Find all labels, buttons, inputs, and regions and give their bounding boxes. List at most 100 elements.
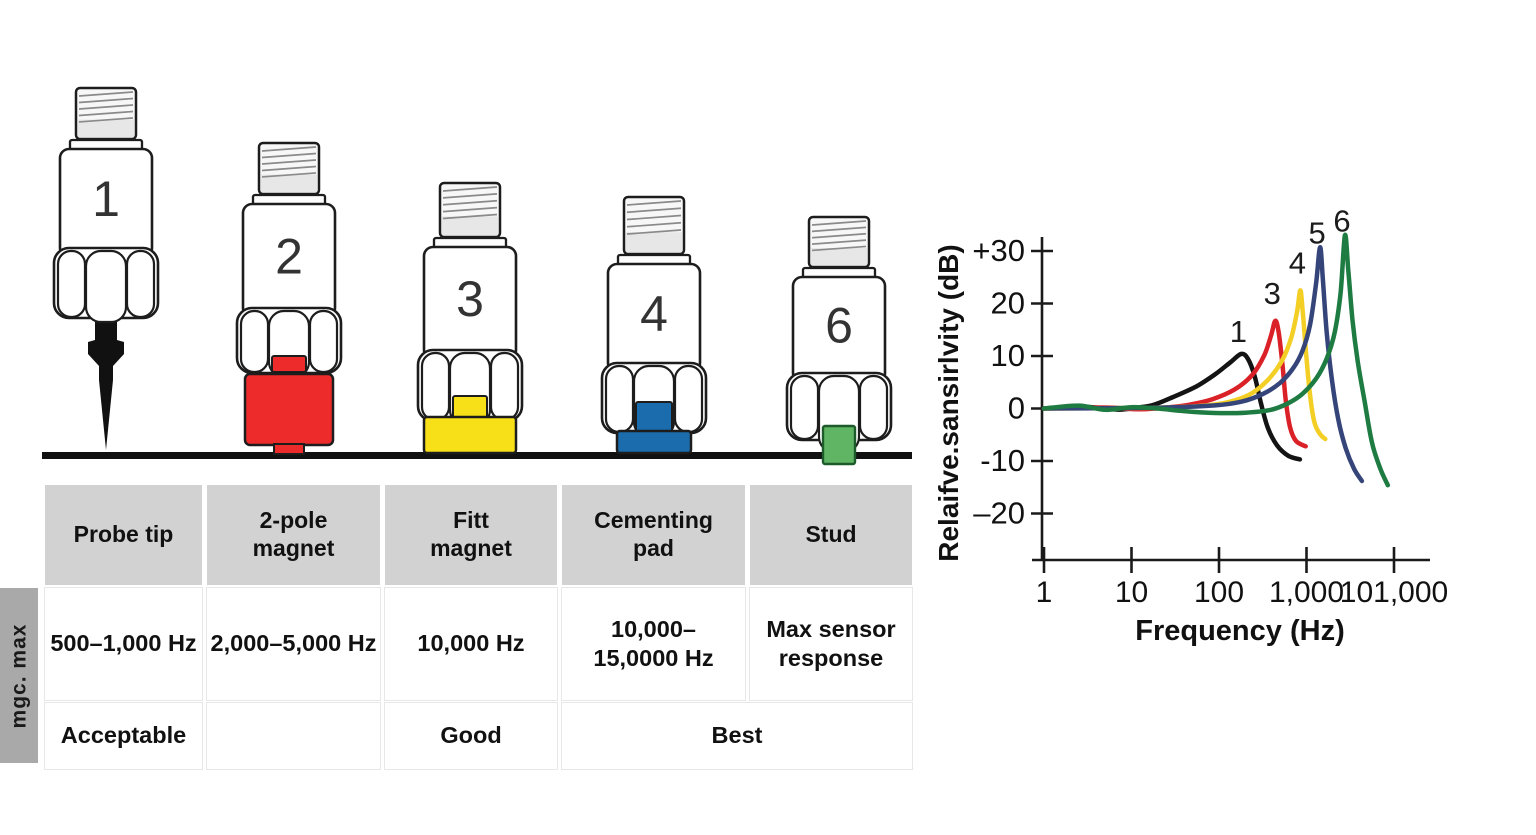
nut-lobe-right (858, 374, 889, 441)
thread-line (811, 232, 867, 239)
y-tick-label: +30 (972, 233, 1025, 268)
y-axis-title: Relaifve.sansirlvity (dB) (933, 244, 964, 561)
stud-base (821, 424, 857, 466)
thread-line (78, 104, 134, 110)
ground-line (42, 452, 912, 459)
thread-line (78, 110, 134, 117)
thread-line (78, 91, 134, 97)
freq-cementing-pad: 10,000– 15,0000 Hz (562, 588, 745, 700)
col-header-probe-tip: Probe tip (45, 485, 202, 585)
rating-empty (207, 703, 380, 769)
nut-lobe-left (789, 374, 820, 441)
thread-line (261, 159, 317, 165)
nut-lobe-center (84, 249, 128, 324)
probe-tip-spike (88, 304, 124, 450)
thread-line (626, 221, 682, 228)
y-tick-label: 10 (991, 338, 1025, 373)
col-header-stud: Stud (750, 485, 912, 585)
sensor-number-label: 4 (640, 286, 668, 342)
nut-lobe-left (239, 309, 270, 374)
mount-table: Probe tip 2-pole magnet Fitt magnet Ceme… (45, 485, 912, 769)
curve-label-5: 5 (1308, 215, 1325, 250)
y-tick-label: –20 (973, 496, 1025, 531)
freq-fitt-magnet: 10,000 Hz (385, 588, 557, 700)
curve-label-3: 3 (1264, 276, 1281, 311)
rating-good: Good (385, 703, 557, 769)
sensor-cap-band (811, 248, 867, 265)
thread-line (261, 172, 317, 178)
nut-lobe-left (56, 249, 87, 319)
curve-label-6: 6 (1333, 203, 1350, 238)
thread-line (442, 199, 498, 206)
nut-lobe-right (673, 364, 704, 434)
sensor-cap-band (78, 119, 134, 137)
x-tick-label: 101,000 (1340, 576, 1448, 609)
y-tick-label: 20 (991, 286, 1025, 321)
freq-stud: Max sensor response (750, 588, 912, 700)
thread-line (626, 229, 682, 235)
nut-lobe-left (420, 351, 451, 422)
cementing-pad-base (615, 429, 693, 455)
sensor-cap-band (442, 216, 498, 235)
rating-acceptable: Acceptable (45, 703, 202, 769)
thread-line (811, 239, 867, 245)
thread-line (78, 97, 134, 104)
thread-line (442, 213, 498, 220)
col-header-fitt-magnet: Fitt magnet (385, 485, 557, 585)
sensor-number-label: 1 (92, 171, 120, 227)
x-axis-title: Frequency (Hz) (1135, 615, 1344, 647)
sensor-cap-band (261, 174, 317, 192)
sensor-number-label: 6 (825, 298, 853, 354)
nut-lobe-right (308, 309, 339, 374)
curve-label-1: 1 (1230, 314, 1247, 349)
thread-line (261, 146, 317, 152)
magnet-inner (271, 355, 307, 373)
thread-line (626, 207, 682, 214)
thread-line (261, 165, 317, 172)
col-header-2-pole-magnet: 2-pole magnet (207, 485, 380, 585)
thread-line (261, 152, 317, 159)
col-header-cementing-pad: Cementing pad (562, 485, 745, 585)
thread-line (811, 220, 867, 226)
thread-line (626, 214, 682, 221)
rating-best: Best (562, 703, 912, 769)
flat-magnet-base (422, 415, 518, 455)
x-tick-label: 10 (1115, 576, 1148, 609)
curve-label-4: 4 (1289, 245, 1306, 280)
thread-line (626, 200, 682, 206)
magnet-stem (273, 443, 305, 455)
thread-line (442, 186, 498, 192)
sensor-6: 6 (785, 215, 893, 466)
sensor-mounting-diagram: 1 2 3 4 6 (42, 86, 912, 466)
chart-curve-6 (1041, 232, 1391, 488)
sensor-1: 1 (52, 86, 160, 450)
two-pole-magnet-base (243, 372, 335, 447)
sensor-number-label: 3 (456, 271, 484, 327)
thread-line (442, 206, 498, 213)
side-label-box: mgc. max (0, 588, 38, 763)
cementing-pad-inner (635, 401, 673, 433)
thread-line (811, 226, 867, 233)
chart-curve-5 (1041, 245, 1365, 484)
thread-line (811, 245, 867, 252)
freq-2-pole-magnet: 2,000–5,000 Hz (207, 588, 380, 700)
y-tick-label: -10 (980, 443, 1025, 478)
sensor-number-label: 2 (275, 229, 303, 285)
freq-probe-tip: 500–1,000 Hz (45, 588, 202, 700)
nut-lobe-right (489, 351, 520, 422)
thread-line (78, 117, 134, 123)
sensor-cap-band (626, 232, 682, 252)
thread-line (442, 193, 498, 199)
sensor-2: 2 (235, 141, 343, 455)
nut-lobe-left (604, 364, 635, 434)
sensor-3: 3 (416, 181, 524, 455)
y-tick-label: 0 (1008, 391, 1025, 426)
nut-lobe-right (125, 249, 156, 319)
side-label: mgc. max (7, 623, 31, 728)
x-tick-label: 100 (1194, 576, 1244, 609)
x-tick-label: 1 (1036, 576, 1053, 609)
sensor-4: 4 (600, 195, 708, 455)
x-tick-label: 1,000 (1269, 576, 1344, 609)
